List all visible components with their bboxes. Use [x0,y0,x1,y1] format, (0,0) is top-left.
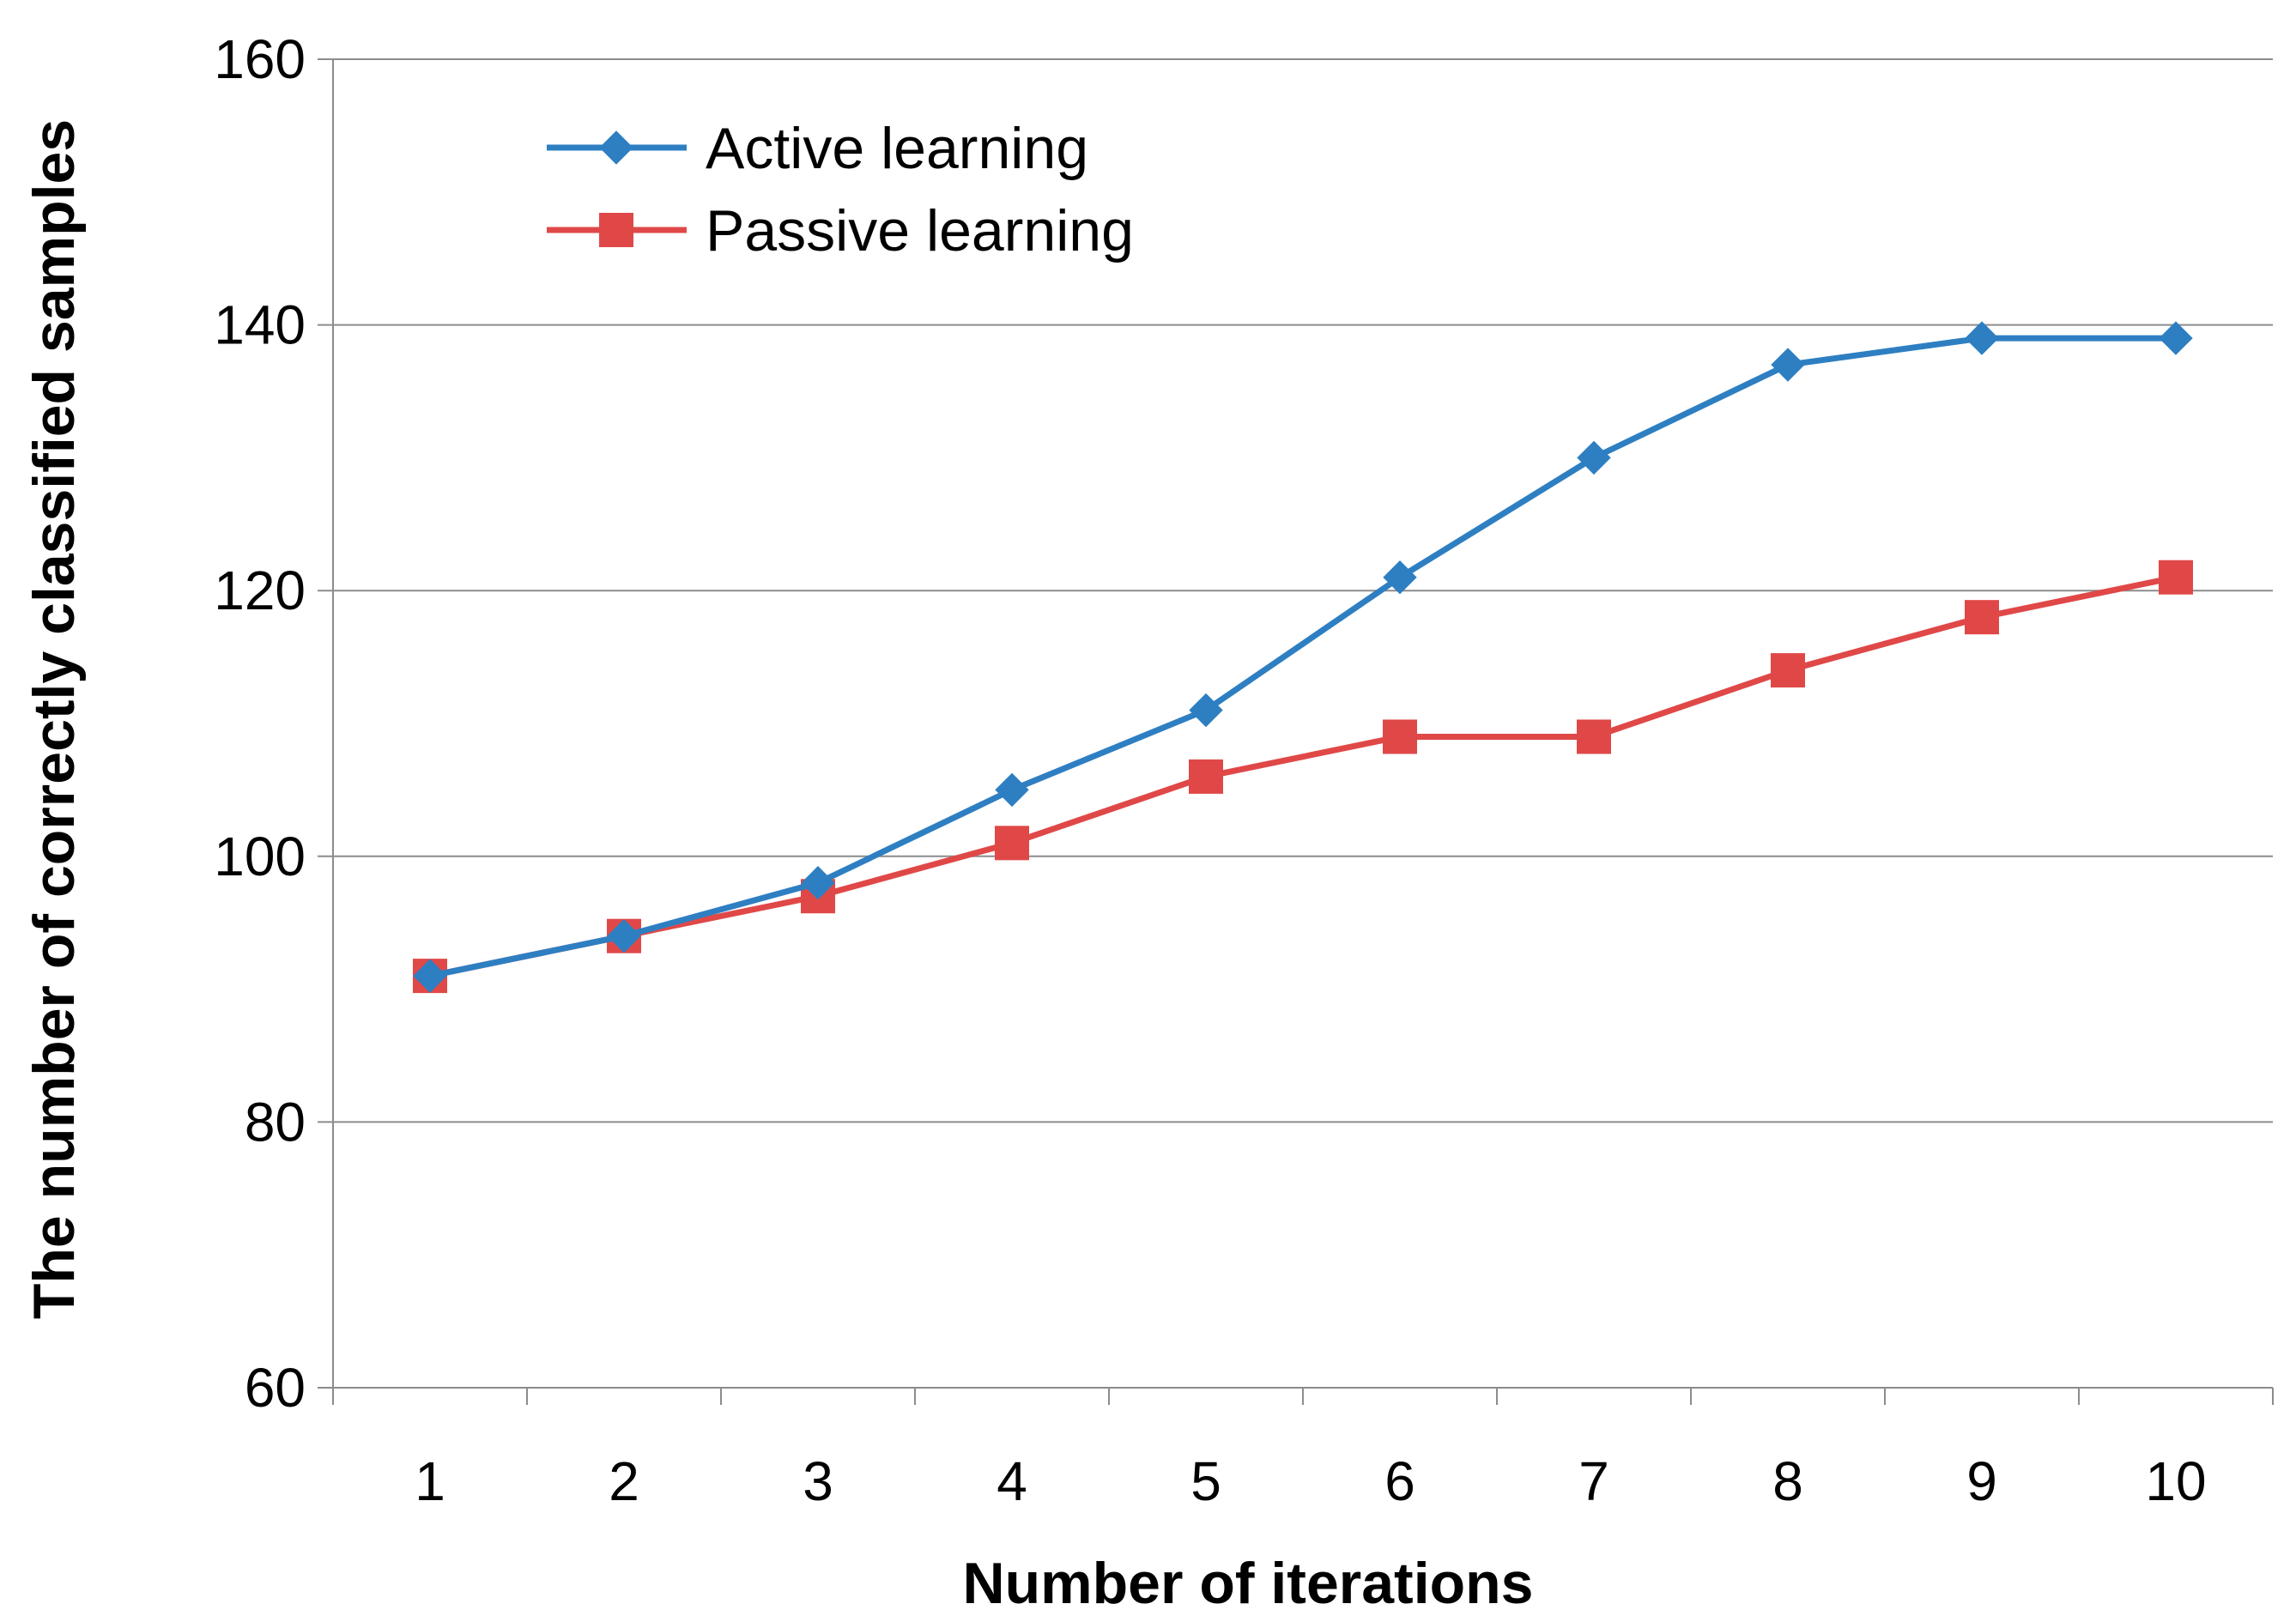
legend-marker-active-learning [599,130,633,165]
data-point-passive-learning-6 [1383,719,1417,754]
data-point-active-learning-6 [1383,560,1417,595]
x-tick-label-4: 4 [997,1450,1027,1512]
x-tick-label-7: 7 [1578,1450,1609,1512]
data-point-passive-learning-4 [995,826,1029,861]
y-tick-label-100: 100 [214,826,306,887]
series-line-active-learning [427,335,2179,979]
data-point-active-learning-2 [607,918,641,953]
x-tick-label-6: 6 [1384,1450,1415,1512]
x-tick-label-3: 3 [803,1450,833,1512]
series-line-passive-learning [427,574,2179,979]
data-point-passive-learning-7 [1577,719,1611,754]
data-point-passive-learning-9 [1965,600,1999,635]
legend-label-active-learning: Active learning [706,116,1088,181]
legend-label-passive-learning: Passive learning [706,198,1134,263]
series-group [413,321,2193,994]
x-tick-label-10: 10 [2145,1450,2206,1512]
data-point-passive-learning-10 [2159,560,2193,595]
y-axis-title: The number of correctly classified sampl… [21,119,87,1319]
data-point-active-learning-10 [2159,321,2193,355]
y-tick-label-160: 160 [214,28,306,90]
data-point-passive-learning-8 [1771,653,1805,688]
gridlines [333,58,2273,1123]
y-tick-label-60: 60 [245,1357,306,1419]
data-point-active-learning-7 [1577,440,1611,475]
series-passive-learning [413,560,2193,994]
legend-marker-passive-learning [599,213,633,247]
data-point-active-learning-5 [1189,693,1223,728]
legend-item-active-learning: Active learning [547,116,1088,181]
legend-item-passive-learning: Passive learning [547,198,1134,263]
y-tick-label-120: 120 [214,560,306,621]
x-axis-title: Number of iterations [963,1551,1534,1616]
axes: 60 80 100 120 140 160 1 2 3 4 5 6 7 8 9 10 [214,28,2274,1512]
series-active-learning [413,321,2193,993]
data-point-active-learning-3 [801,866,835,900]
y-tick-label-80: 80 [245,1091,306,1153]
data-point-active-learning-9 [1965,321,1999,355]
data-point-active-learning-8 [1771,348,1805,382]
x-tick-label-9: 9 [1966,1450,1997,1512]
x-tick-label-2: 2 [609,1450,639,1512]
legend: Active learning Passive learning [547,116,1134,263]
x-tick-label-8: 8 [1772,1450,1803,1512]
data-point-active-learning-4 [995,772,1029,808]
x-tick-label-1: 1 [415,1450,445,1512]
x-tick-label-5: 5 [1190,1450,1221,1512]
data-point-passive-learning-5 [1189,759,1223,794]
data-point-active-learning-1 [413,959,447,993]
y-tick-label-140: 140 [214,294,306,356]
